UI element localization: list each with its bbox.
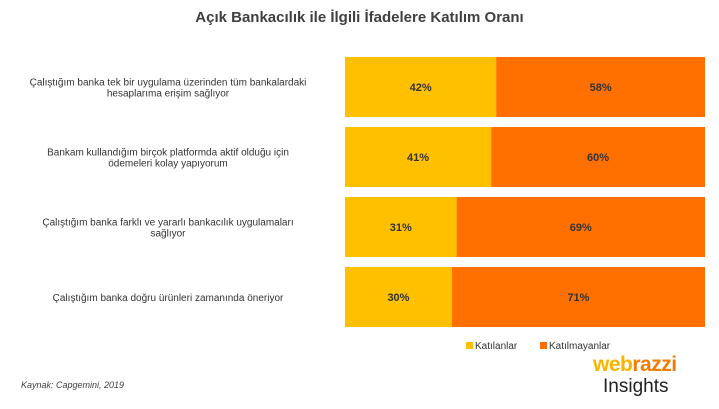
bar-disagree-4 [451,267,705,327]
data-label-disagree-1: 58% [590,82,612,94]
data-label-agree-2: 41% [407,152,429,164]
source-note: Kaynak: Capgemini, 2019 [21,380,125,390]
bar-agree-1 [345,57,497,117]
category-label-4: Çalıştığım banka doğru ürünleri zamanınd… [53,293,284,304]
legend-label-agree: Katılanlar [475,341,518,352]
data-label-agree-1: 42% [410,82,432,94]
data-label-agree-4: 30% [387,292,409,304]
legend-swatch-agree [466,342,473,349]
bar-disagree-1 [496,57,705,117]
category-label-2: Bankam kullandığım birçok platformda akt… [47,148,289,170]
logo-text-web: web [593,353,633,376]
data-label-disagree-4: 71% [567,292,589,304]
bar-agree-3 [345,197,457,257]
bar-disagree-3 [456,197,705,257]
category-label-1: Çalıştığım banka tek bir uygulama üzerin… [30,78,307,100]
data-label-disagree-3: 69% [570,222,592,234]
data-label-agree-3: 31% [390,222,412,234]
bar-disagree-2 [491,127,705,187]
bar-agree-4 [345,267,452,327]
legend-swatch-disagree [540,342,547,349]
data-label-disagree-2: 60% [587,152,609,164]
logo-text-razzi: razzi [632,353,677,376]
webrazzi-insights-logo: webrazzi Insights [593,353,703,398]
category-label-3: Çalıştığım banka farklı ve yararlı banka… [42,218,293,240]
chart-title: Açık Bankacılık ile İlgili İfadelere Kat… [195,9,524,26]
logo-text-insights: Insights [603,376,669,397]
bar-agree-2 [345,127,492,187]
legend-label-disagree: Katılmayanlar [549,341,611,352]
